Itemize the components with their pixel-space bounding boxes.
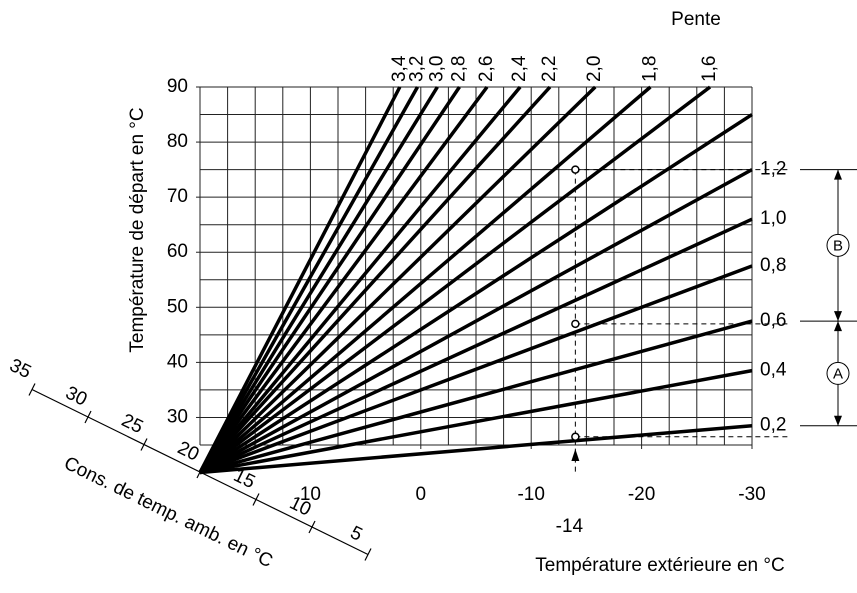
series-label: 2,2 (539, 56, 560, 82)
curve (198, 86, 439, 474)
arrow (834, 415, 842, 426)
y-tick-label: 30 (167, 406, 188, 427)
curve (198, 85, 712, 474)
room-tick (308, 520, 316, 534)
curve (199, 319, 753, 475)
range-circle (826, 361, 850, 385)
curve (198, 85, 522, 474)
range-circle (826, 233, 850, 257)
room-tick (84, 410, 92, 424)
series-label: 1,2 (760, 159, 786, 180)
room-tick-label: 35 (6, 355, 34, 383)
room-tick (28, 383, 36, 396)
curve (199, 217, 753, 475)
y-tick-label: 80 (167, 131, 188, 152)
series-label: 3,4 (389, 55, 410, 82)
x-axis-title: Température extérieure en °C (535, 555, 784, 576)
series-label: 0,4 (760, 360, 787, 381)
curve (198, 86, 461, 474)
curve (199, 168, 753, 475)
example-point (571, 319, 580, 329)
curve (198, 85, 552, 474)
y-tick-label: 70 (167, 186, 188, 207)
curve (199, 113, 753, 475)
y-tick-label: 90 (167, 76, 188, 97)
example-point (571, 165, 580, 174)
range-label: A (833, 365, 843, 382)
arrow (834, 311, 842, 322)
series-label: 0,6 (760, 310, 786, 331)
x-tick-label: 10 (300, 484, 321, 505)
curve (198, 85, 597, 474)
x-tick-label: -30 (738, 484, 765, 505)
room-tick (140, 438, 148, 451)
series-label: 1,0 (760, 208, 786, 229)
series-label: 2,6 (476, 56, 497, 82)
example-label: -14 (556, 516, 584, 537)
series-label: 0,8 (760, 255, 786, 276)
room-tick (252, 493, 260, 506)
curve (199, 264, 753, 475)
series-label: 3,0 (426, 56, 447, 82)
curve (198, 86, 420, 474)
x-tick-label: 0 (416, 484, 427, 505)
series-label: 1,6 (699, 56, 720, 82)
x-tick-label: -20 (628, 484, 655, 505)
arrow (571, 449, 580, 461)
series-label: 0,2 (760, 415, 786, 436)
series-title: Pente (671, 9, 721, 30)
y-tick-label: 60 (167, 241, 188, 262)
curve (199, 368, 753, 475)
room-tick (364, 548, 372, 561)
range-label: B (833, 237, 843, 254)
arrow (834, 321, 842, 332)
x-tick-label: -10 (517, 484, 544, 505)
y-tick-label: 40 (167, 351, 188, 372)
room-tick-label: 5 (347, 522, 366, 546)
curve (199, 423, 753, 475)
series-label: 1,8 (639, 56, 660, 82)
curve (198, 86, 402, 474)
series-label: 2,0 (584, 56, 605, 82)
arrow (834, 169, 842, 180)
series-label: 3,2 (407, 56, 428, 82)
y-axis-title: Température de départ en °C (127, 107, 148, 352)
series-label: 2,4 (509, 55, 530, 82)
curve (198, 85, 652, 474)
series-label: 2,8 (448, 56, 469, 82)
y-tick-label: 50 (167, 296, 188, 317)
curve (198, 85, 489, 474)
example-point (571, 432, 580, 441)
